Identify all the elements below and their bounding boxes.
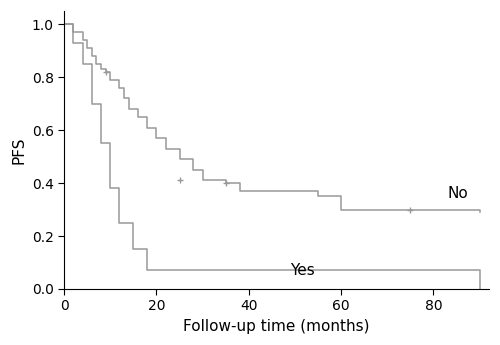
Text: Yes: Yes — [290, 263, 315, 278]
Y-axis label: PFS: PFS — [11, 136, 26, 164]
Text: No: No — [448, 186, 468, 201]
X-axis label: Follow-up time (months): Follow-up time (months) — [183, 319, 370, 334]
